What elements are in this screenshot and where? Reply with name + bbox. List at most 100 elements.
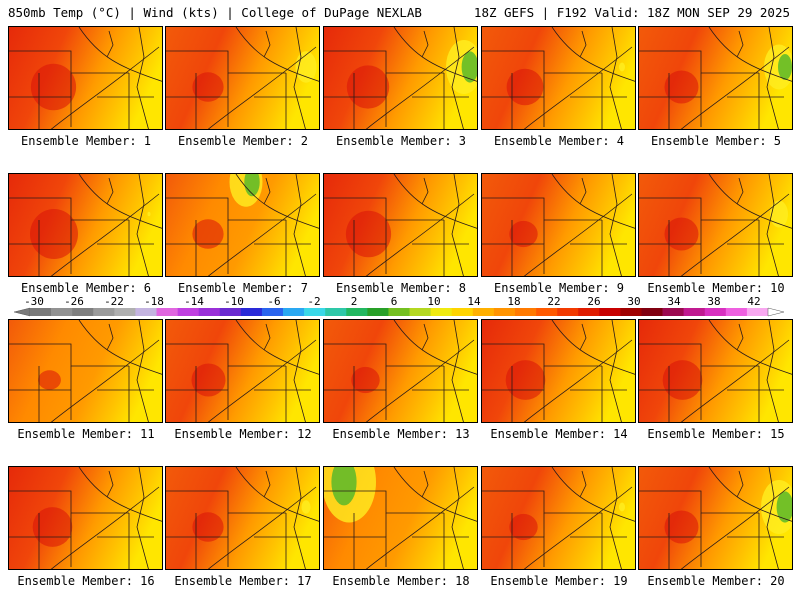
ensemble-member-map <box>481 26 636 130</box>
warm-core <box>346 65 390 109</box>
state-borders <box>482 27 635 129</box>
ensemble-member-label: Ensemble Member: 15 <box>647 427 785 441</box>
state-borders <box>639 27 792 129</box>
temperature-field <box>166 27 319 129</box>
state-borders <box>639 174 792 276</box>
colorbar-tick-label: -18 <box>144 296 164 308</box>
temperature-field <box>166 467 319 569</box>
temperature-field <box>639 174 792 276</box>
colorbar-segment <box>219 308 242 316</box>
state-borders <box>166 320 319 422</box>
colorbar-segment <box>472 308 495 316</box>
colorbar-tick-label: 10 <box>427 296 440 308</box>
colorbar-segment <box>599 308 621 316</box>
colorbar-segment <box>409 308 431 316</box>
ensemble-member-label: Ensemble Member: 3 <box>335 134 467 148</box>
colorbar-segment <box>536 308 558 316</box>
ensemble-member-label: Ensemble Member: 12 <box>174 427 312 441</box>
temperature-field <box>9 320 162 422</box>
state-borders <box>9 320 162 422</box>
warm-core <box>506 68 544 106</box>
warm-core <box>664 510 699 544</box>
colorbar-segment <box>177 308 199 316</box>
warm-core <box>509 513 538 541</box>
state-borders <box>9 27 162 129</box>
ensemble-member-map <box>165 26 320 130</box>
ensemble-member-map <box>481 466 636 570</box>
colorbar-tick-label: -6 <box>267 296 280 308</box>
ensemble-member-map <box>638 26 793 130</box>
state-borders <box>482 174 635 276</box>
cool-area <box>147 211 151 217</box>
colorbar-max-arrow <box>767 307 785 317</box>
ensemble-member-label: Ensemble Member: 2 <box>177 134 309 148</box>
state-borders <box>166 467 319 569</box>
colorbar-segment <box>93 308 115 316</box>
ensemble-member-map <box>8 319 163 423</box>
temperature-field <box>482 467 635 569</box>
colorbar-segment <box>30 308 52 316</box>
colorbar-segment <box>114 308 136 316</box>
colorbar-segment <box>662 308 684 316</box>
colorbar-tick-label: 14 <box>467 296 481 308</box>
ensemble-member-label: Ensemble Member: 1 <box>20 134 152 148</box>
warm-core <box>192 219 224 249</box>
colorbar-segment <box>72 308 94 316</box>
ensemble-member-map <box>323 466 478 570</box>
colorbar-segment <box>493 308 516 316</box>
warm-core <box>30 63 77 111</box>
colorbar-segment <box>578 308 600 316</box>
ensemble-member-label: Ensemble Member: 11 <box>17 427 155 441</box>
colorbar-segment <box>620 308 642 316</box>
state-borders <box>324 27 477 129</box>
colorbar-tick-label: 34 <box>667 296 681 308</box>
warm-core <box>509 220 538 248</box>
ensemble-member-map <box>638 319 793 423</box>
state-borders <box>482 467 635 569</box>
ensemble-member-map <box>638 173 793 277</box>
warm-core <box>30 209 78 259</box>
colorbar-tick-label: 22 <box>547 296 560 308</box>
ensemble-member-map <box>165 319 320 423</box>
cool-area <box>619 502 625 512</box>
state-borders <box>639 320 792 422</box>
colorbar-tick-label: 42 <box>747 296 760 308</box>
warm-core <box>664 217 699 251</box>
valid-time: 18Z GEFS | F192 Valid: 18Z MON SEP 29 20… <box>473 5 790 20</box>
ensemble-member-map <box>323 319 478 423</box>
ensemble-member-map <box>165 173 320 277</box>
colorbar-segment <box>451 308 474 316</box>
ensemble-member-label: Ensemble Member: 9 <box>493 281 625 295</box>
cool-area <box>770 200 788 228</box>
ensemble-member-map <box>481 173 636 277</box>
warm-core <box>38 370 61 390</box>
colorbar-segment <box>135 308 157 316</box>
ensemble-member-label: Ensemble Member: 5 <box>650 134 782 148</box>
colorbar-segment <box>283 308 305 316</box>
colorbar-segment <box>304 308 326 316</box>
cool-core <box>778 54 792 80</box>
colorbar-tick-label: 2 <box>351 296 358 308</box>
colorbar-segment <box>388 308 410 316</box>
colorbar-tick-label: 6 <box>391 296 398 308</box>
temperature-colorbar: -30 -26 -22 -18 -14 -10 -6 -2 2 6 10 14 18 22 26 30 34 38… <box>13 296 785 317</box>
warm-core <box>664 70 699 104</box>
state-borders <box>166 27 319 129</box>
temperature-field <box>9 467 162 569</box>
ensemble-member-map <box>8 26 163 130</box>
temperature-field <box>482 320 635 422</box>
temperature-field <box>9 27 162 129</box>
ensemble-member-label: Ensemble Member: 19 <box>490 574 628 588</box>
warm-core <box>192 72 224 102</box>
ensemble-member-label: Ensemble Member: 13 <box>332 427 470 441</box>
ensemble-member-map <box>638 466 793 570</box>
state-borders <box>166 174 319 276</box>
colorbar-min-arrow <box>13 307 31 317</box>
temperature-field <box>482 174 635 276</box>
state-borders <box>324 174 477 276</box>
cool-area <box>619 62 625 72</box>
temperature-field <box>324 320 477 422</box>
ensemble-member-label: Ensemble Member: 20 <box>647 574 785 588</box>
ensemble-member-map <box>165 466 320 570</box>
ensemble-member-label: Ensemble Member: 16 <box>17 574 155 588</box>
